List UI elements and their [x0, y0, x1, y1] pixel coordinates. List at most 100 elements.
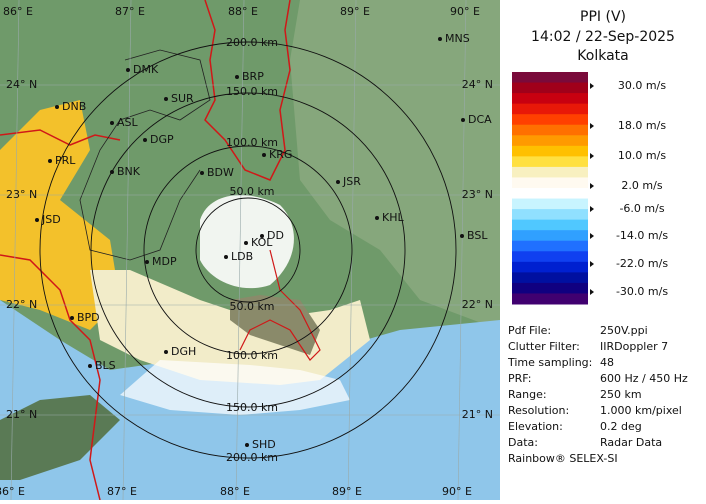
place-label: JSR — [342, 175, 361, 188]
place-dot — [88, 364, 92, 368]
range-label: 100.0 km — [226, 136, 278, 149]
legend-band — [512, 124, 588, 136]
info-key: Resolution: — [508, 404, 569, 417]
range-ring — [143, 145, 353, 355]
place-label: JSD — [41, 213, 61, 226]
place-dot — [375, 216, 379, 220]
info-table: Pdf File: 250V.ppi Clutter Filter: IIRDoppl… — [507, 324, 688, 449]
legend-band — [512, 209, 588, 221]
lat-label: 22° N — [462, 298, 493, 311]
place-label: DD — [267, 229, 284, 242]
panel-datetime: 14:02 / 22-Sep-2025 — [531, 29, 675, 45]
range-label: 150.0 km — [226, 401, 278, 414]
lat-label: 23° N — [462, 188, 493, 201]
lon-label: 89° E — [332, 485, 362, 498]
info-key: Clutter Filter: — [508, 340, 580, 353]
legend-arrow — [590, 206, 594, 212]
legend-arrow — [590, 83, 594, 89]
legend-band — [512, 82, 588, 94]
place-label: MDP — [152, 255, 177, 268]
legend-band — [512, 114, 588, 126]
legend-band — [512, 72, 588, 84]
place-dot — [143, 138, 147, 142]
place-label: DGH — [171, 345, 196, 358]
lat-label: 24° N — [6, 78, 37, 91]
legend-label: -22.0 m/s — [616, 257, 668, 270]
info-value: 600 Hz / 450 Hz — [600, 372, 688, 385]
longitude-line — [122, 0, 132, 501]
place-dot — [235, 75, 239, 79]
range-rings — [39, 41, 457, 459]
place-label: KOL — [251, 236, 273, 249]
legend-arrow — [590, 233, 594, 239]
range-label: 50.0 km — [229, 300, 274, 313]
place-dot — [110, 121, 114, 125]
longitude-line — [457, 0, 467, 501]
range-label: 100.0 km — [226, 349, 278, 362]
legend-band — [512, 93, 588, 105]
place-dot — [260, 234, 264, 238]
map-labels: 86° E 86° E 87° E 87° E 88° E 88° E 89° E 89° E… — [0, 5, 493, 498]
lon-label: 87° E — [115, 5, 145, 18]
range-label: 150.0 km — [226, 85, 278, 98]
place-label: SHD — [252, 438, 276, 451]
panel-title: PPI (V) — [580, 9, 626, 25]
place-label: KRG — [269, 148, 292, 161]
lon-label: 88° E — [220, 485, 250, 498]
legend-arrow — [590, 123, 594, 129]
panel-station: Kolkata — [577, 48, 628, 64]
legend-band — [512, 177, 588, 189]
longitude-line — [10, 0, 20, 501]
place-label: DNB — [62, 100, 86, 113]
place-dot — [461, 118, 465, 122]
longitude-line — [235, 0, 245, 501]
range-label: 50.0 km — [229, 185, 274, 198]
info-key: Data: — [508, 436, 538, 449]
legend-arrow — [590, 261, 594, 267]
legend-band — [512, 230, 588, 242]
place-label: DMK — [133, 63, 159, 76]
place-label: BLS — [95, 359, 116, 372]
legend-label: 18.0 m/s — [618, 119, 666, 132]
legend-arrow — [590, 289, 594, 295]
info-value: 0.2 deg — [600, 420, 642, 433]
place-label: BPD — [77, 311, 100, 324]
place-label: BDW — [207, 166, 234, 179]
legend-band — [512, 240, 588, 252]
range-ring — [39, 41, 457, 459]
info-key: Range: — [508, 388, 547, 401]
legend-band — [512, 166, 588, 178]
legend-band — [512, 282, 588, 294]
info-key: Elevation: — [508, 420, 563, 433]
lat-label: 21° N — [6, 408, 37, 421]
lon-label: 86° E — [0, 485, 25, 498]
lat-label: 21° N — [462, 408, 493, 421]
lat-label: 24° N — [462, 78, 493, 91]
legend-band — [512, 293, 588, 305]
range-label: 200.0 km — [226, 36, 278, 49]
place-dot — [224, 255, 228, 259]
lon-label: 90° E — [442, 485, 472, 498]
place-dot — [48, 159, 52, 163]
place-dot — [244, 241, 248, 245]
place-label: BNK — [117, 165, 141, 178]
info-value: IIRDoppler 7 — [600, 340, 668, 353]
info-key: PRF: — [508, 372, 531, 385]
place-label: DCA — [468, 113, 492, 126]
map-background — [0, 0, 500, 500]
lon-label: 88° E — [228, 5, 258, 18]
legend-label: 10.0 m/s — [618, 149, 666, 162]
legend-band — [512, 272, 588, 284]
legend-band — [512, 261, 588, 273]
place-label: BRP — [242, 70, 264, 83]
legend-band — [512, 103, 588, 115]
place-dot — [126, 68, 130, 72]
legend-band — [512, 198, 588, 210]
place-label: MNS — [445, 32, 470, 45]
place-dot — [55, 105, 59, 109]
legend-label: -30.0 m/s — [616, 285, 668, 298]
place-dot — [164, 97, 168, 101]
place-dot — [460, 234, 464, 238]
range-label: 200.0 km — [226, 451, 278, 464]
place-label: SUR — [171, 92, 194, 105]
